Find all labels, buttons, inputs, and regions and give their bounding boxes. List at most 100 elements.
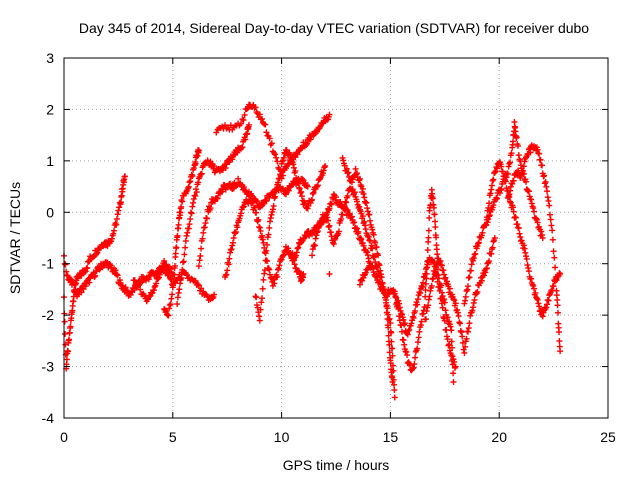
data-point — [113, 215, 120, 222]
data-point — [235, 175, 242, 182]
data-point — [295, 244, 302, 251]
data-point — [117, 199, 124, 206]
data-point — [378, 274, 385, 281]
data-point — [438, 261, 445, 268]
data-point — [359, 185, 366, 192]
data-point — [195, 179, 202, 186]
data-point — [544, 194, 551, 201]
data-point — [431, 211, 438, 218]
data-point — [185, 183, 192, 190]
data-point — [386, 349, 393, 356]
data-point — [317, 221, 324, 228]
data-point — [266, 135, 273, 142]
data-point — [526, 193, 533, 200]
data-point — [404, 331, 411, 338]
data-point — [405, 327, 412, 334]
data-point — [348, 213, 355, 220]
data-point — [321, 164, 328, 171]
data-point — [256, 313, 263, 320]
data-point — [290, 164, 297, 171]
data-point — [61, 318, 68, 325]
data-point — [198, 170, 205, 177]
data-point — [444, 314, 451, 321]
data-point — [179, 266, 186, 273]
data-point — [187, 209, 194, 216]
data-point — [359, 240, 366, 247]
data-point — [428, 282, 435, 289]
data-point — [63, 356, 70, 363]
data-point — [155, 275, 162, 282]
data-point — [115, 207, 122, 214]
data-point — [244, 104, 251, 111]
data-point — [376, 279, 383, 286]
data-point — [362, 226, 369, 233]
data-point — [310, 189, 317, 196]
data-point — [520, 163, 527, 170]
data-point — [198, 245, 205, 252]
data-point — [531, 285, 538, 292]
data-point — [322, 163, 329, 169]
data-point — [242, 136, 249, 143]
data-point — [364, 205, 371, 212]
data-point — [491, 235, 498, 241]
data-point — [539, 235, 546, 241]
data-point — [464, 286, 471, 293]
data-point — [556, 338, 563, 345]
data-point — [327, 229, 334, 236]
data-point — [174, 294, 181, 301]
data-point — [432, 218, 439, 225]
data-point — [243, 106, 250, 113]
data-point — [463, 335, 470, 342]
data-point — [185, 225, 192, 232]
data-point — [70, 280, 77, 287]
data-point — [211, 291, 218, 298]
data-point — [483, 265, 490, 272]
data-point — [192, 192, 199, 199]
data-point — [507, 198, 514, 205]
data-point — [401, 341, 408, 348]
data-point — [274, 273, 281, 280]
data-point — [361, 218, 368, 225]
data-point — [227, 249, 234, 256]
data-point — [528, 200, 535, 207]
data-point — [414, 301, 421, 308]
data-point — [313, 232, 320, 239]
data-point — [423, 270, 430, 277]
data-point — [396, 313, 403, 320]
data-point — [122, 284, 129, 291]
data-point — [368, 242, 375, 249]
data-point — [523, 178, 530, 185]
data-point — [272, 193, 279, 200]
data-point — [506, 191, 513, 198]
data-point — [296, 184, 303, 191]
data-point — [483, 214, 490, 221]
data-point — [484, 207, 491, 214]
data-point — [549, 236, 556, 243]
data-point — [442, 307, 449, 314]
data-point — [512, 214, 519, 221]
data-point — [181, 251, 188, 258]
data-point — [389, 379, 396, 385]
data-point — [230, 239, 237, 246]
y-tick-label: 2 — [46, 101, 54, 117]
data-point — [356, 281, 363, 288]
data-point — [540, 173, 547, 180]
data-point — [455, 313, 462, 320]
data-point — [193, 189, 200, 196]
data-point — [78, 289, 85, 296]
data-point — [286, 149, 293, 156]
data-point — [352, 165, 359, 172]
data-point — [178, 271, 185, 278]
data-point — [450, 379, 457, 385]
data-point — [425, 227, 432, 234]
data-point — [362, 222, 369, 229]
data-point — [293, 249, 300, 256]
data-point — [369, 265, 376, 272]
data-point — [186, 179, 193, 186]
data-point — [257, 227, 264, 234]
data-point — [91, 273, 98, 280]
data-point — [538, 228, 545, 235]
data-point — [451, 297, 458, 304]
data-point — [426, 214, 433, 221]
